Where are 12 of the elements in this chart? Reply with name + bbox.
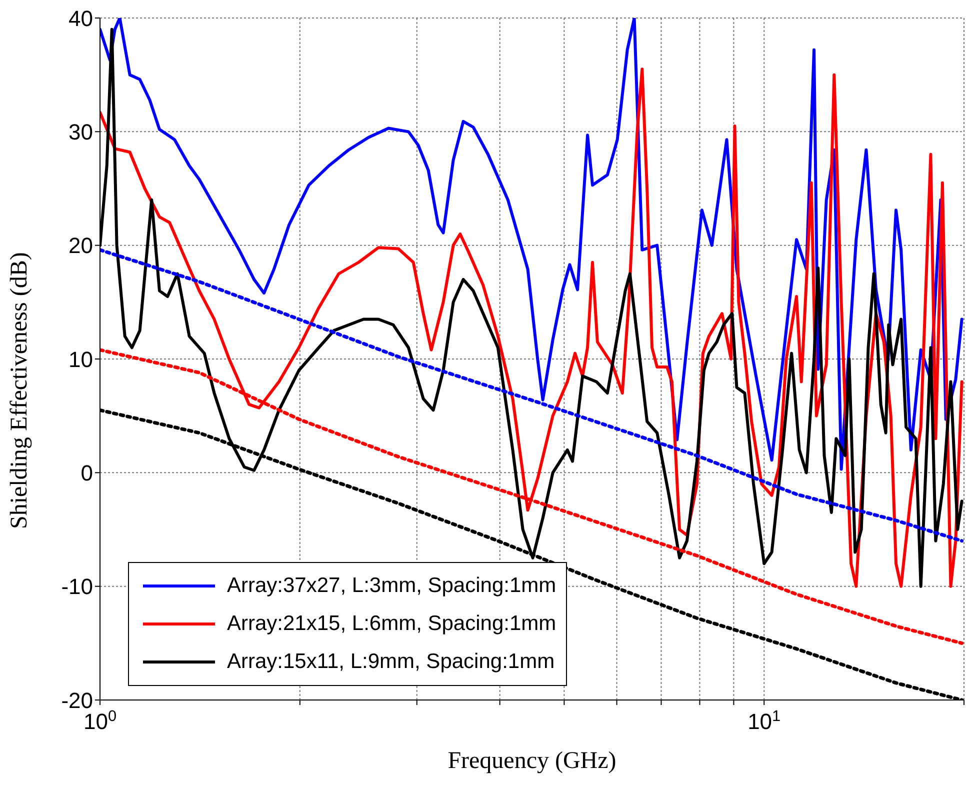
y-tick-label: 20 xyxy=(68,233,93,258)
legend-label: Array:21x15, L:6mm, Spacing:1mm xyxy=(227,612,556,636)
y-tick-label: -10 xyxy=(61,574,93,600)
y-tick-label: 40 xyxy=(68,6,93,31)
x-axis-title: Frequency (GHz) xyxy=(448,748,616,774)
x-tick-label: 10$^{1}$ xyxy=(748,708,781,734)
y-tick-label: 10 xyxy=(68,346,93,372)
legend-label: Array:15x11, L:9mm, Spacing:1mm xyxy=(227,650,555,674)
y-tick-label: 0 xyxy=(80,460,93,486)
legend-label: Array:37x27, L:3mm, Spacing:1mm xyxy=(227,574,556,598)
y-axis-title: Shielding Effectiveness (dB) xyxy=(6,252,33,529)
y-tick-label: 30 xyxy=(68,119,93,144)
